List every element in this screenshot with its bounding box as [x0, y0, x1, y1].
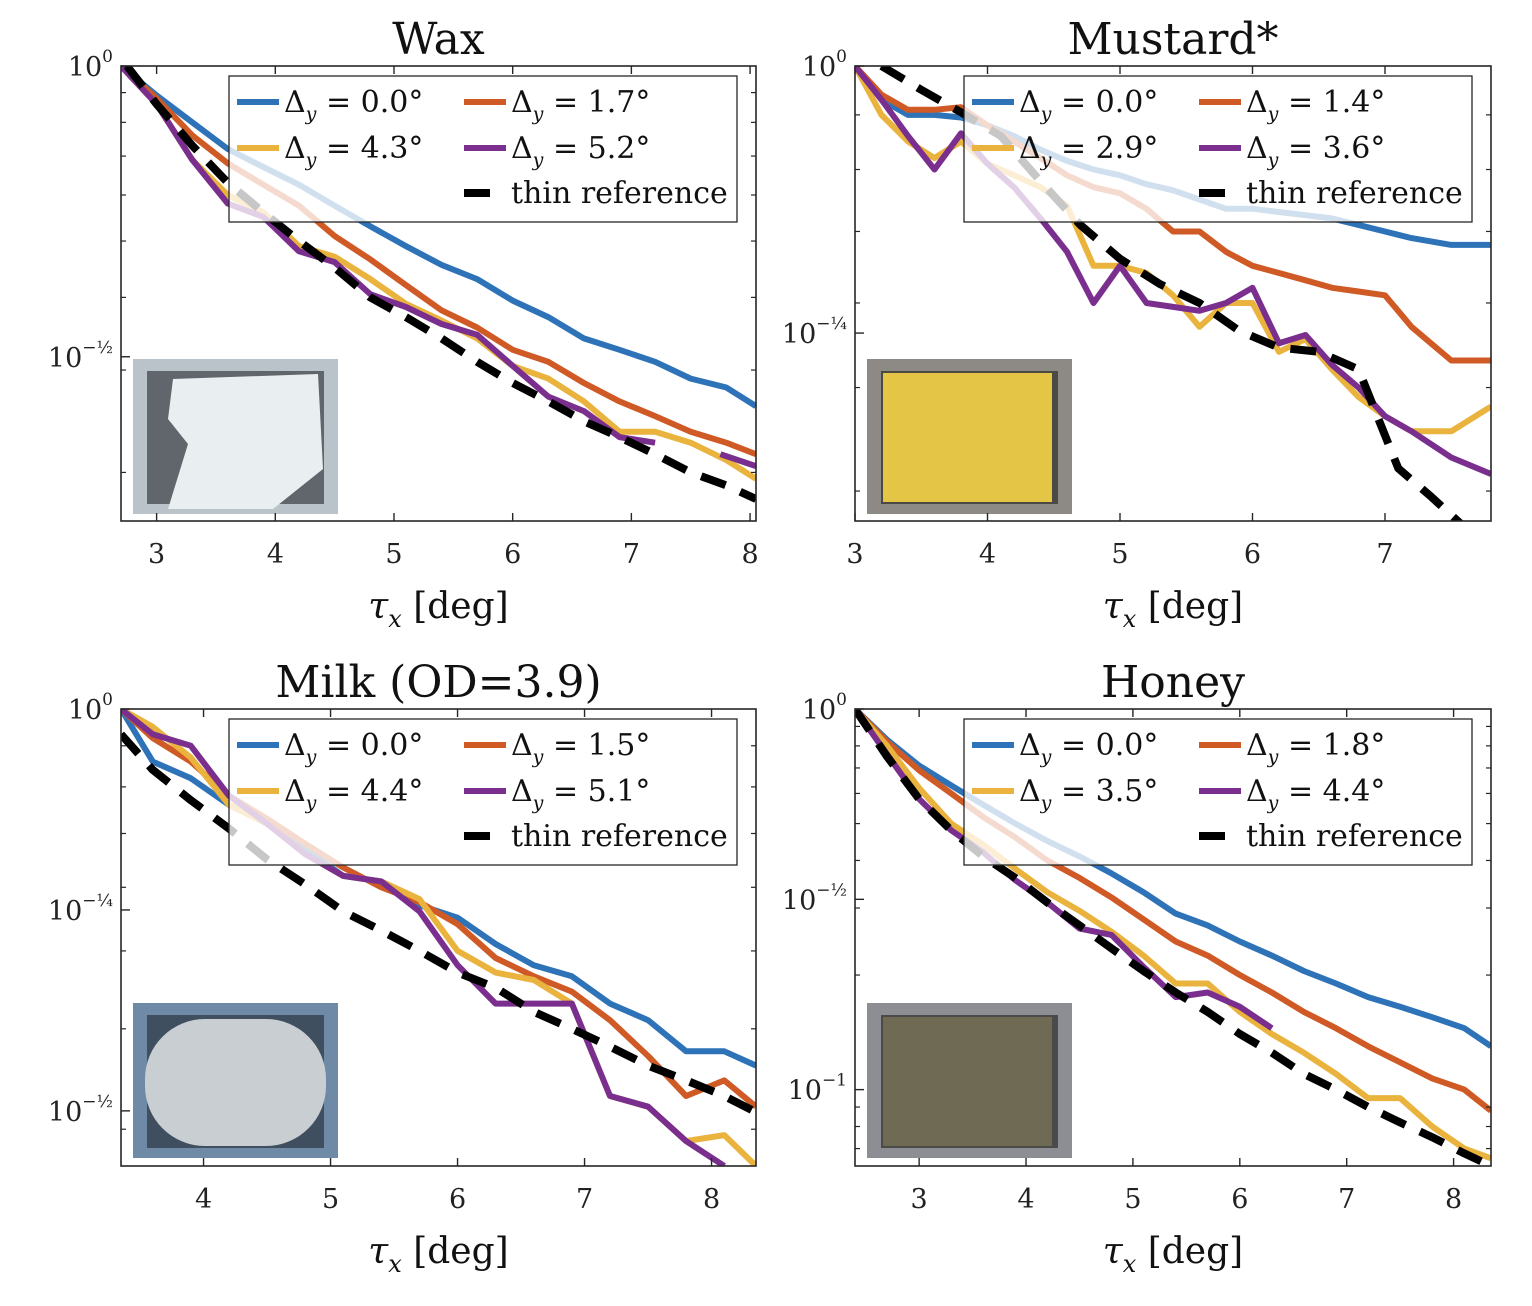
legend-label: Δy = 1.5° [511, 728, 650, 768]
x-tick-label: 3 [911, 1184, 928, 1215]
x-tick-label: 6 [449, 1184, 466, 1215]
x-tick-label: 7 [623, 539, 640, 570]
legend-label: thin reference [1246, 819, 1463, 854]
legend-label: Δy = 4.4° [1246, 774, 1385, 814]
sample-photo [867, 1003, 1072, 1158]
y-tick-label: 100 [68, 47, 113, 83]
legend-label: Δy = 5.2° [511, 131, 650, 171]
chart-title: Honey [1101, 657, 1245, 708]
y-tick-label: 10−½ [48, 338, 113, 374]
axes-frame [120, 65, 757, 522]
legend: Δy = 0.0° Δy = 1.4° Δy = 2.9° Δy = 3.6° thin… [963, 75, 1473, 223]
series-lines [121, 66, 756, 503]
legend-label: Δy = 1.7° [511, 85, 650, 125]
y-tick-label: 100 [802, 47, 847, 83]
series-line-1 [121, 66, 756, 409]
legend-label: thin reference [1246, 176, 1463, 211]
series-line-5 [121, 731, 756, 1116]
x-axis-label: τx [deg] [368, 586, 508, 633]
legend-label: thin reference [511, 819, 728, 854]
x-tick-label: 5 [322, 1184, 339, 1215]
y-tick-label: 100 [802, 690, 847, 726]
x-tick-label: 5 [1111, 539, 1128, 570]
y-tick-label: 10−½ [48, 1092, 113, 1128]
legend-label: Δy = 3.6° [1246, 131, 1385, 171]
series-line-2 [121, 66, 756, 457]
chart-panel-1: 3 4 5 6 7 8 100 10−½ Wax τx [deg] Δy = 0.0° Δy = 1.… [48, 14, 759, 633]
legend: Δy = 0.0° Δy = 1.5° Δy = 4.4° Δy = 5.1° thin… [228, 718, 738, 866]
legend: Δy = 0.0° Δy = 1.8° Δy = 3.5° Δy = 4.4° thin… [963, 718, 1473, 866]
legend-label: Δy = 4.4° [284, 774, 423, 814]
series-line-5 [879, 66, 1464, 521]
series-line-3 [855, 709, 1491, 1162]
y-tick-label: 100 [68, 690, 113, 726]
series-line-4-segment [719, 451, 756, 470]
x-tick-label: 4 [979, 539, 996, 570]
series-line-4 [121, 709, 726, 1166]
axes-frame [854, 65, 1492, 522]
legend-label: Δy = 1.8° [1246, 728, 1385, 768]
x-tick-label: 5 [385, 539, 402, 570]
series-line-4 [121, 66, 656, 446]
legend-label: Δy = 0.0° [1019, 85, 1158, 125]
sample-photo [133, 1003, 338, 1158]
legend-label: Δy = 0.0° [284, 85, 423, 125]
series-lines [121, 709, 756, 1166]
legend-label: Δy = 5.1° [511, 774, 650, 814]
series-line-5 [855, 709, 1491, 1166]
chart-title: Wax [392, 14, 485, 65]
series-line-3 [121, 66, 756, 482]
legend-label: Δy = 0.0° [284, 728, 423, 768]
y-tick-label: 10−½ [782, 880, 847, 916]
legend-label: Δy = 0.0° [1019, 728, 1158, 768]
series-line-1 [855, 709, 1491, 1049]
x-tick-label: 4 [1017, 1184, 1034, 1215]
x-tick-label: 5 [1124, 1184, 1141, 1215]
sample-photo [133, 359, 338, 514]
x-tick-label: 3 [846, 539, 863, 570]
legend: Δy = 0.0° Δy = 1.7° Δy = 4.3° Δy = 5.2° thin… [228, 75, 738, 223]
x-tick-label: 7 [576, 1184, 593, 1215]
chart-title: Milk (OD=3.9) [275, 657, 601, 708]
sample-photo [867, 359, 1072, 514]
legend-label: Δy = 1.4° [1246, 85, 1385, 125]
y-tick-label: 10−¼ [782, 314, 847, 350]
x-tick-label: 8 [741, 539, 758, 570]
x-tick-label: 3 [148, 539, 165, 570]
series-line-2 [855, 709, 1491, 1114]
legend-label: Δy = 4.3° [284, 131, 423, 171]
series-line-4 [855, 66, 1491, 477]
x-tick-label: 8 [703, 1184, 720, 1215]
x-tick-label: 7 [1376, 539, 1393, 570]
x-tick-label: 6 [504, 539, 521, 570]
legend-label: thin reference [511, 176, 728, 211]
axes-frame [854, 708, 1492, 1167]
series-lines [855, 709, 1491, 1166]
x-tick-label: 4 [267, 539, 284, 570]
axes-frame [120, 708, 757, 1167]
y-tick-label: 10−1 [788, 1071, 847, 1107]
x-tick-label: 8 [1445, 1184, 1462, 1215]
y-tick-label: 10−¼ [48, 891, 113, 927]
x-tick-label: 7 [1338, 1184, 1355, 1215]
x-tick-label: 6 [1244, 539, 1261, 570]
legend-label: Δy = 3.5° [1019, 774, 1158, 814]
x-axis-label: τx [deg] [1103, 586, 1243, 633]
x-axis-label: τx [deg] [1103, 1231, 1243, 1278]
x-axis-label: τx [deg] [368, 1231, 508, 1278]
x-tick-label: 4 [195, 1184, 212, 1215]
chart-title: Mustard* [1067, 14, 1278, 65]
legend-label: Δy = 2.9° [1019, 131, 1158, 171]
chart-panel-3: 4 5 6 7 8 100 10−¼ 10−½ Milk (OD=3.9) τx [deg] Δy … [48, 657, 757, 1278]
x-tick-label: 6 [1231, 1184, 1248, 1215]
